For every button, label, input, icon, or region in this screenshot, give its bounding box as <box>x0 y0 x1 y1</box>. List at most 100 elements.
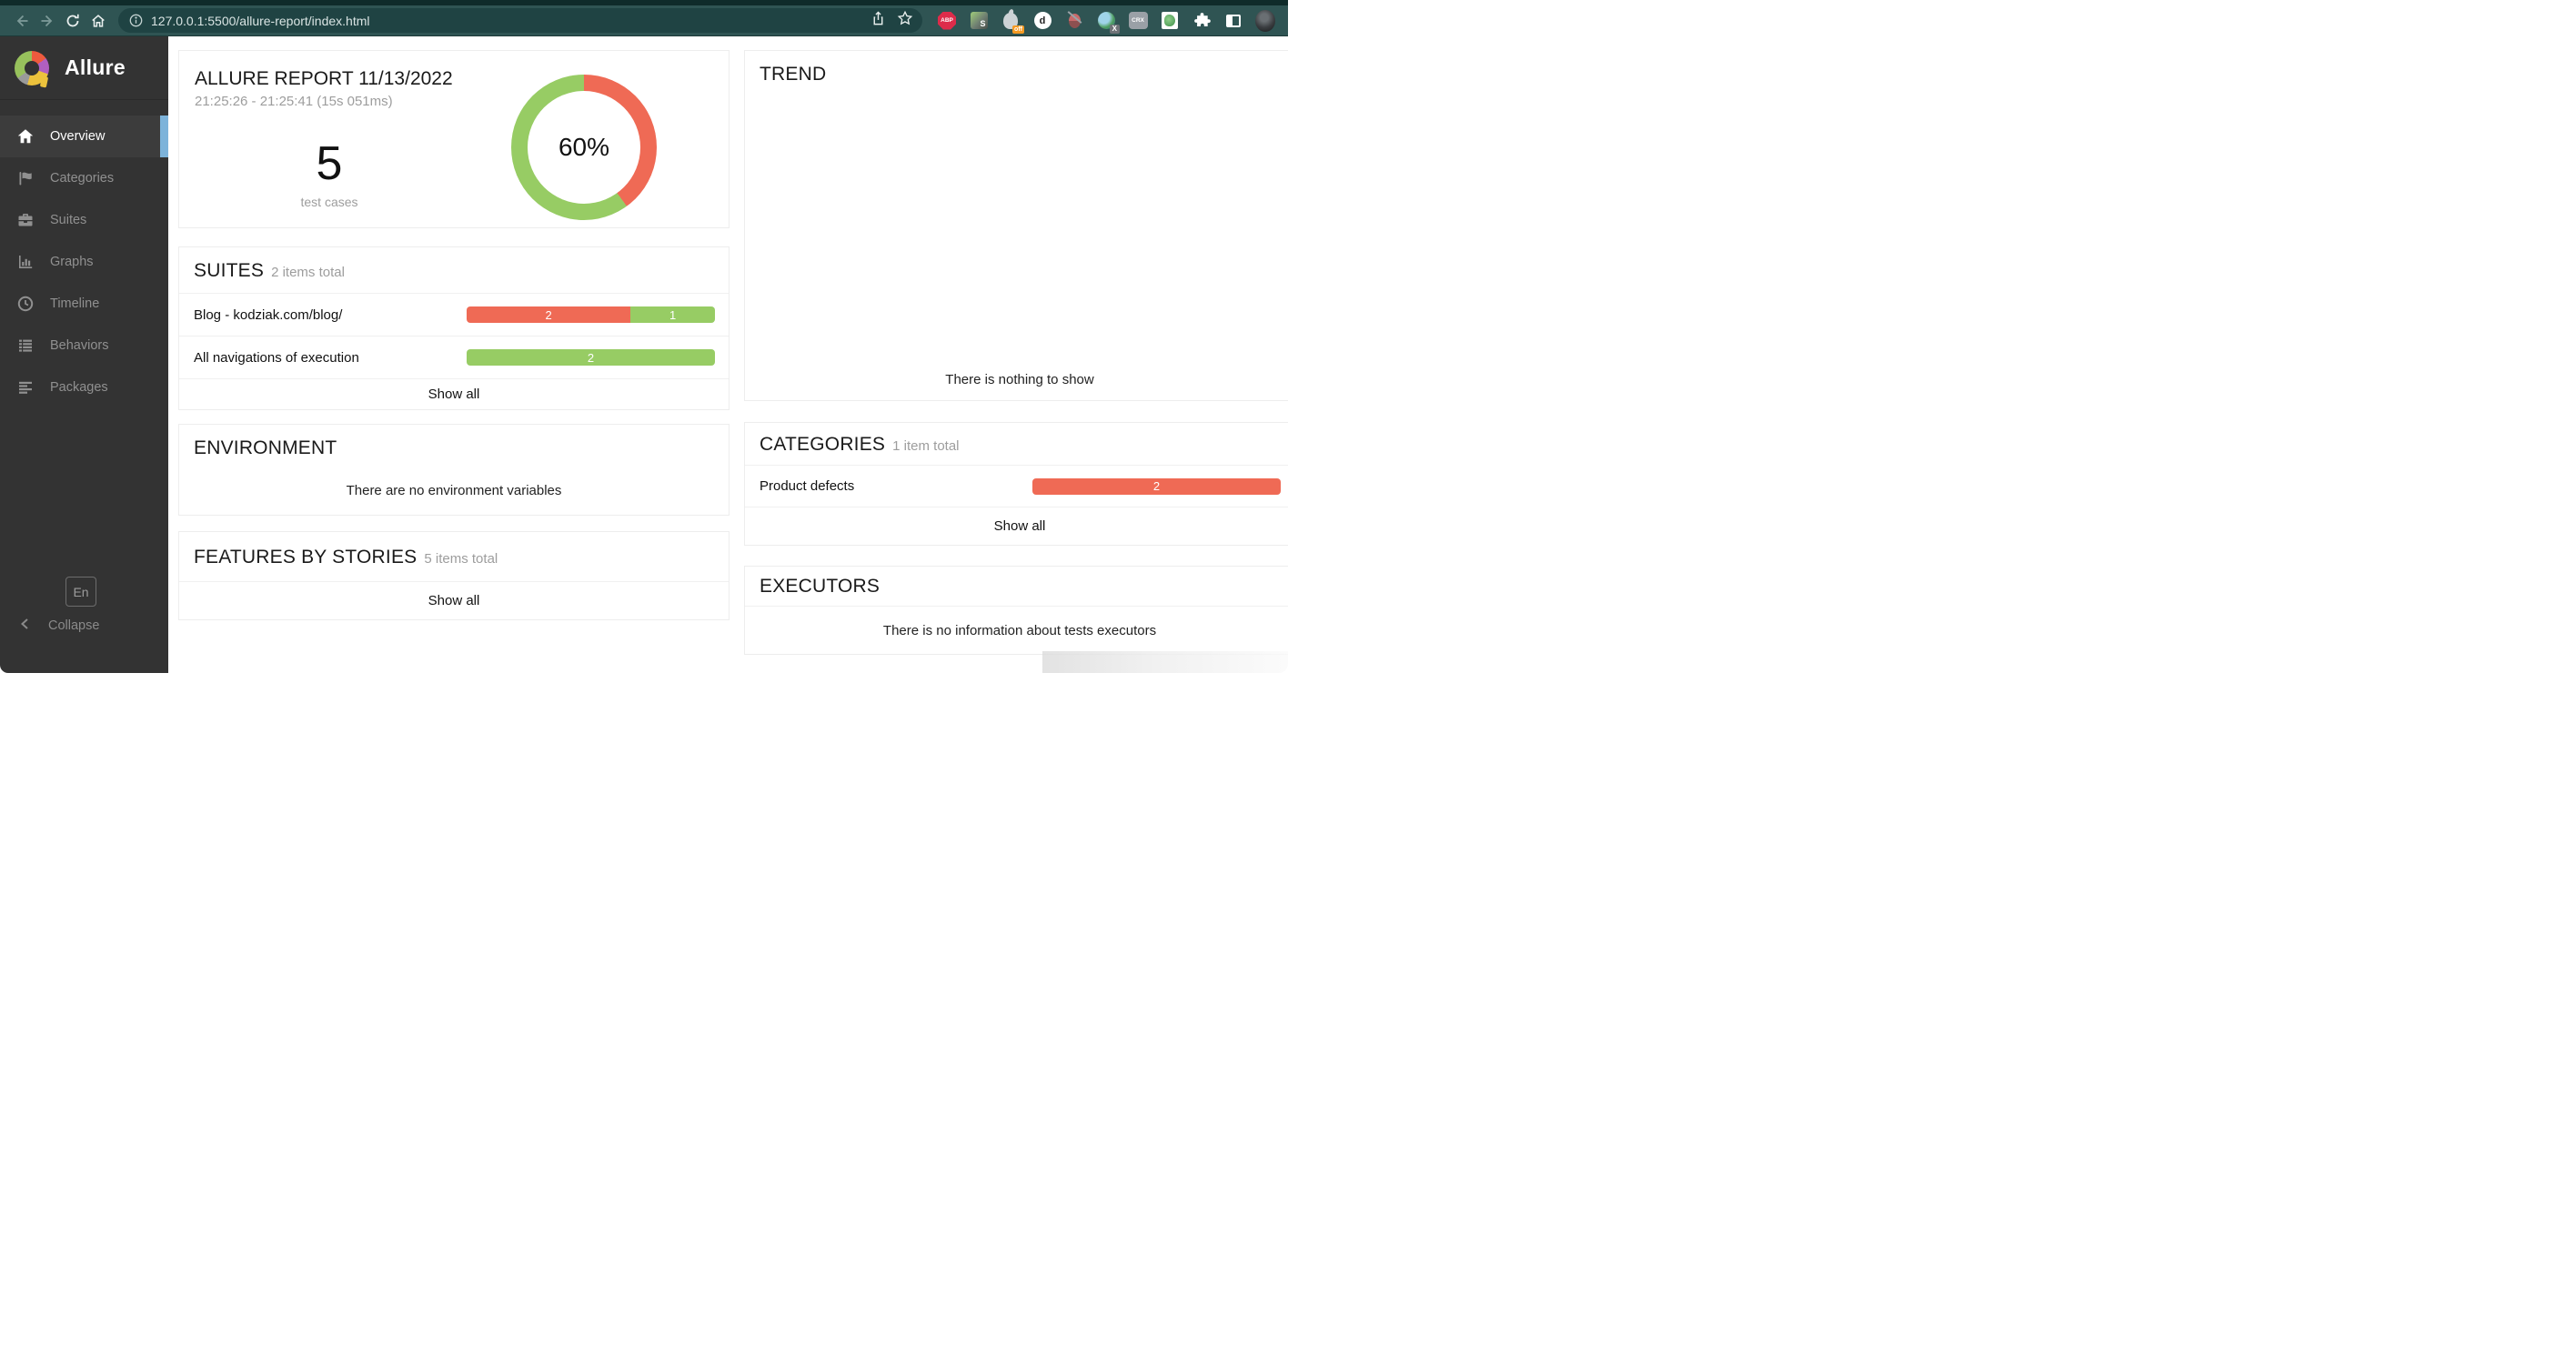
test-cases-caption: test cases <box>300 195 358 209</box>
trend-header: TREND <box>745 51 1288 96</box>
features-header: FEATURES BY STORIES 5 items total <box>179 532 729 582</box>
allure-report-page: Allure Overview Categories Suites <box>0 36 1288 673</box>
trend-body: There is nothing to show <box>745 96 1288 400</box>
status-donut-chart[interactable]: 60% <box>511 75 657 220</box>
executors-empty-message: There is no information about tests exec… <box>882 622 1157 638</box>
share-icon[interactable] <box>870 11 886 31</box>
align-left-icon <box>15 378 35 397</box>
chevron-left-icon <box>19 618 30 634</box>
suites-show-all-link[interactable]: Show all <box>428 387 480 402</box>
trend-empty-message: There is nothing to show <box>945 372 1094 387</box>
bug-extension-icon[interactable] <box>1064 11 1084 31</box>
test-cases-count: 5 test cases <box>179 140 479 209</box>
sidebar-item-label: Categories <box>50 171 115 186</box>
suites-subtitle: 2 items total <box>271 265 345 280</box>
left-column: ALLURE REPORT 11/13/2022 21:25:26 - 21:2… <box>178 50 730 620</box>
collapse-button[interactable]: Collapse <box>0 615 168 637</box>
environment-widget: ENVIRONMENT There are no environment var… <box>178 424 730 516</box>
url-text[interactable]: 127.0.0.1:5500/allure-report/index.html <box>151 13 370 28</box>
category-name[interactable]: Product defects <box>760 478 855 494</box>
brand-row: Allure <box>0 36 168 100</box>
executors-widget: EXECUTORS There is no information about … <box>744 566 1288 655</box>
extensions-area: ABP S off d X CRX <box>933 9 1279 34</box>
category-status-bar[interactable]: 2 <box>1032 477 1281 495</box>
home-icon <box>15 127 35 146</box>
suites-widget: SUITES 2 items total Blog - kodziak.com/… <box>178 246 730 410</box>
back-button[interactable] <box>9 8 35 34</box>
environment-empty-message: There are no environment variables <box>346 483 562 498</box>
suite-status-bar[interactable]: 2 <box>467 349 715 366</box>
suite-name[interactable]: All navigations of execution <box>194 349 359 366</box>
trend-widget: TREND There is nothing to show <box>744 50 1288 401</box>
extension-s-icon[interactable]: S <box>969 11 989 31</box>
sidebar-item-categories[interactable]: Categories <box>0 157 168 199</box>
crx-extension-icon[interactable]: CRX <box>1128 11 1148 31</box>
features-title: FEATURES BY STORIES <box>194 547 418 568</box>
collapse-label: Collapse <box>48 618 100 633</box>
side-panel-icon[interactable] <box>1223 11 1243 31</box>
test-cases-number: 5 <box>316 137 343 190</box>
suite-row[interactable]: All navigations of execution 2 <box>179 336 729 379</box>
profile-avatar[interactable] <box>1255 9 1275 32</box>
report-time-range: 21:25:26 - 21:25:41 (15s 051ms) <box>195 94 393 109</box>
forward-button[interactable] <box>35 8 60 34</box>
report-title: ALLURE REPORT 11/13/2022 <box>195 68 453 89</box>
executors-header: EXECUTORS <box>745 567 1288 607</box>
browser-chrome: 127.0.0.1:5500/allure-report/index.html … <box>0 0 1288 36</box>
sidebar-item-label: Timeline <box>50 296 100 311</box>
sidebar-item-suites[interactable]: Suites <box>0 199 168 241</box>
categories-subtitle: 1 item total <box>892 438 960 454</box>
categories-show-all-link[interactable]: Show all <box>993 518 1046 534</box>
sidebar: Allure Overview Categories Suites <box>0 36 168 673</box>
address-bar[interactable]: 127.0.0.1:5500/allure-report/index.html <box>118 8 922 33</box>
site-info-icon[interactable] <box>129 14 143 27</box>
bar-chart-icon <box>15 253 35 271</box>
environment-body: There are no environment variables <box>179 470 729 515</box>
sidebar-item-label: Graphs <box>50 255 94 269</box>
bookmark-star-icon[interactable] <box>897 10 913 31</box>
trend-title: TREND <box>760 64 827 85</box>
briefcase-icon <box>15 211 35 229</box>
browser-toolbar: 127.0.0.1:5500/allure-report/index.html … <box>0 5 1288 36</box>
executors-body: There is no information about tests exec… <box>745 607 1288 654</box>
sidebar-nav: Overview Categories Suites Graphs <box>0 116 168 408</box>
sidebar-item-label: Suites <box>50 213 87 227</box>
extension-d-icon[interactable]: d <box>1032 11 1052 31</box>
executors-title: EXECUTORS <box>760 576 880 597</box>
right-column: TREND There is nothing to show CATEGORIE… <box>744 50 1288 655</box>
features-subtitle: 5 items total <box>424 551 498 567</box>
sidebar-item-label: Overview <box>50 129 106 144</box>
extension-globe-x-icon[interactable]: X <box>1096 11 1120 34</box>
sidebar-item-timeline[interactable]: Timeline <box>0 283 168 325</box>
sidebar-item-graphs[interactable]: Graphs <box>0 241 168 283</box>
categories-header: CATEGORIES 1 item total <box>745 423 1288 466</box>
extension-green-doc-icon[interactable] <box>1160 11 1180 31</box>
extension-flame-off-icon[interactable]: off <box>1001 11 1024 34</box>
extensions-puzzle-icon[interactable] <box>1192 11 1212 31</box>
sidebar-item-overview[interactable]: Overview <box>0 116 168 157</box>
overview-widget: ALLURE REPORT 11/13/2022 21:25:26 - 21:2… <box>178 50 730 228</box>
refresh-button[interactable] <box>60 8 86 34</box>
categories-widget: CATEGORIES 1 item total Product defects … <box>744 422 1288 546</box>
sidebar-item-behaviors[interactable]: Behaviors <box>0 325 168 367</box>
allure-logo-icon <box>15 50 49 85</box>
suites-title: SUITES <box>194 260 265 281</box>
brand-name: Allure <box>65 55 126 79</box>
environment-header: ENVIRONMENT <box>179 425 729 470</box>
categories-title: CATEGORIES <box>760 434 886 455</box>
tab-strip <box>0 0 1288 5</box>
suite-name[interactable]: Blog - kodziak.com/blog/ <box>194 306 343 323</box>
flag-icon <box>15 169 35 187</box>
features-show-all-link[interactable]: Show all <box>428 593 480 608</box>
sidebar-item-packages[interactable]: Packages <box>0 367 168 408</box>
home-button[interactable] <box>86 8 111 34</box>
donut-percent-label: 60% <box>528 91 640 204</box>
list-icon <box>15 336 35 355</box>
category-row[interactable]: Product defects 2 <box>745 466 1288 507</box>
language-button[interactable]: En <box>65 577 96 607</box>
sidebar-item-label: Behaviors <box>50 338 109 353</box>
adblock-extension-icon[interactable]: ABP <box>937 11 957 31</box>
clock-icon <box>15 295 35 313</box>
